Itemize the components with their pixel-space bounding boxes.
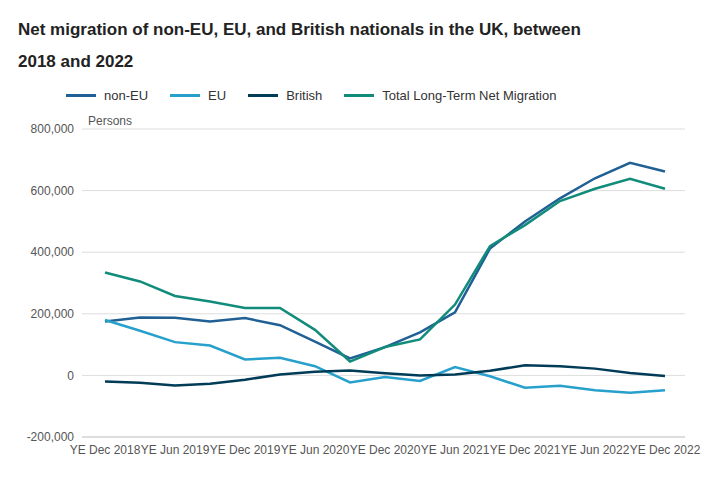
svg-text:YE Dec 2020: YE Dec 2020	[350, 443, 421, 457]
svg-text:YE Jun 2021: YE Jun 2021	[421, 443, 490, 457]
svg-text:YE Dec 2019: YE Dec 2019	[210, 443, 281, 457]
html-text:British: British	[286, 88, 323, 103]
html-text:non-EU: non-EU	[104, 88, 149, 103]
html-text:EU: EU	[208, 88, 227, 103]
svg-text:400,000: 400,000	[31, 245, 75, 259]
svg-text:YE Dec 2018: YE Dec 2018	[70, 443, 141, 457]
svg-text:YE Dec 2021: YE Dec 2021	[490, 443, 561, 457]
svg-text:0: 0	[67, 369, 74, 383]
svg-text:-200,000: -200,000	[27, 430, 75, 444]
html-text:Net migration of non-EU, EU, a: Net migration of non-EU, EU, and British…	[18, 20, 581, 71]
svg-text:YE Jun 2022: YE Jun 2022	[561, 443, 630, 457]
svg-text:YE Jun 2019: YE Jun 2019	[141, 443, 210, 457]
html-text:Persons: Persons	[88, 114, 132, 128]
svg-text:600,000: 600,000	[31, 184, 75, 198]
svg-text:YE Jun 2020: YE Jun 2020	[281, 443, 350, 457]
html-text:Total Long-Term Net Migration: Total Long-Term Net Migration	[382, 88, 557, 103]
svg-text:200,000: 200,000	[31, 307, 75, 321]
svg-text:YE Dec 2022: YE Dec 2022	[630, 443, 701, 457]
svg-text:800,000: 800,000	[31, 122, 75, 136]
